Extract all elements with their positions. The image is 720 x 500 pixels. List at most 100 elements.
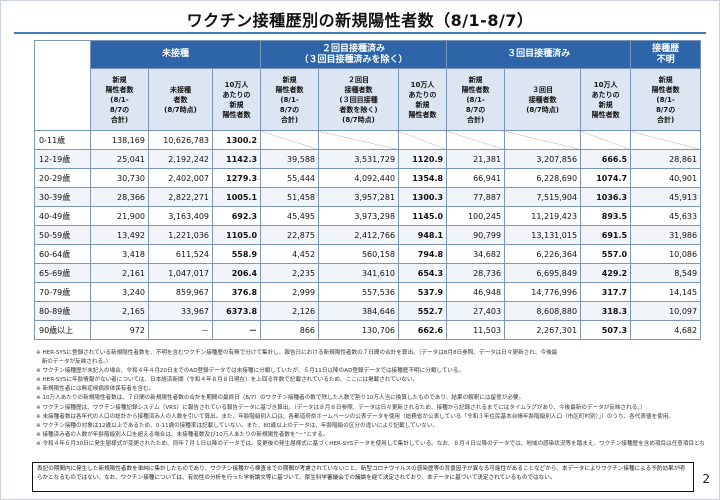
header-line: (8/7時点) — [342, 115, 375, 124]
unvax-cases-cell: 3,240 — [90, 282, 149, 302]
unvax-population-cell: 2,402,007 — [148, 168, 213, 188]
table-row: 70-79歳 3,240 859,967 376.8 2,999 557,536 537.9… — [34, 282, 702, 302]
header-line: 8/7の — [279, 105, 300, 114]
table-row: 50-59歳 13,492 1,221,036 1105.0 22,875 2,412,7… — [34, 225, 702, 245]
age-group-cell: 60-64歳 — [34, 244, 91, 264]
two-population-cell: 4,092,440 — [318, 168, 400, 188]
three-population-cell: 8,608,880 — [504, 301, 582, 321]
footnote-line: ※ ワクチン接種歴が未記入の場合、令和４年４月20日までのAD登録データでは未接… — [36, 368, 465, 375]
three-per100k-cell: 893.5 — [580, 206, 632, 226]
table-row: 30-39歳 28,366 2,822,271 1005.1 51,458 3,957,2… — [34, 187, 702, 207]
two-cases-cell: 51,458 — [260, 187, 320, 207]
three-population-cell: 6,226,364 — [504, 244, 582, 264]
two-per100k-cell: 1354.8 — [398, 168, 448, 188]
not-applicable-cell — [260, 130, 320, 150]
header-line: (8/7時点) — [526, 105, 559, 114]
header-line: 合計) — [280, 115, 299, 124]
subheader-unvax-per100k: 10万人 あたりの 新規 陽性者数 — [211, 68, 262, 131]
footnote-line: ※ HER-SYSに登録されている新規陽性者数を、不明を含むワクチン接種歴の有無… — [36, 350, 558, 356]
unvax-population-cell: － — [148, 320, 213, 340]
three-cases-cell: 28,736 — [446, 263, 506, 283]
two-cases-cell: 2,999 — [260, 282, 320, 302]
footnote-line: ※ 新規陽性者には無症候病原体保有者を含む。 — [36, 386, 155, 393]
header-line: 陽性者数 — [408, 110, 437, 119]
header-line: 陽性者数 — [275, 85, 304, 94]
three-per100k-cell: 666.5 — [580, 149, 632, 169]
group-two-doses-line2: （３回目接種済みを除く） — [299, 54, 408, 65]
sub-header-row: 新規 陽性者数 (8/1- 8/7の 合計) 未接種 者数 (8/7時点) 10万人 あたりの… — [35, 68, 702, 131]
header-line: 陽性者数 — [461, 85, 490, 94]
three-cases-cell: 46,948 — [446, 282, 506, 302]
three-population-cell: 3,207,856 — [504, 149, 582, 169]
header-line: 接種者数 — [528, 95, 557, 104]
title-bar: ワクチン接種歴別の新規陽性者数（8/1-8/7） — [14, 10, 706, 34]
three-cases-cell: 21,381 — [446, 149, 506, 169]
header-line: 陽性者数 — [105, 85, 134, 94]
page-title: ワクチン接種歴別の新規陽性者数（8/1-8/7） — [186, 11, 534, 30]
three-cases-cell: 100,245 — [446, 206, 506, 226]
two-cases-cell: 45,495 — [260, 206, 320, 226]
not-applicable-cell — [446, 130, 506, 150]
header-corner — [34, 40, 91, 131]
group-three-doses: ３回目接種済み — [446, 40, 632, 69]
subheader-unknown-cases: 新規 陽性者数 (8/1- 8/7の 合計) — [630, 68, 702, 131]
header-line: 新規 — [468, 75, 483, 84]
three-population-cell: 14,776,996 — [504, 282, 582, 302]
two-per100k-cell: 948.1 — [398, 225, 448, 245]
unvax-per100k-cell: － — [211, 320, 262, 340]
header-line: ２回目 — [348, 75, 370, 84]
three-cases-cell: 90,799 — [446, 225, 506, 245]
three-cases-cell: 27,403 — [446, 301, 506, 321]
unknown-cases-cell: 28,861 — [630, 149, 702, 169]
three-per100k-cell: 1036.3 — [580, 187, 632, 207]
footnote-line: ※ 10万人あたりの新規陽性者数は、７日間の新規陽性者数の合計を期間の最終日（8… — [36, 395, 525, 402]
two-population-cell: 560,158 — [318, 244, 400, 264]
two-per100k-cell: 1300.3 — [398, 187, 448, 207]
age-group-cell: 30-39歳 — [34, 187, 91, 207]
unknown-cases-cell: 4,682 — [630, 320, 702, 340]
disclaimer-text: 表記の期間内に発生した新規陽性者数を単純に集計したものであり、ワクチン接種から検… — [37, 466, 685, 481]
two-per100k-cell: 537.9 — [398, 282, 448, 302]
unvax-cases-cell: 972 — [90, 320, 149, 340]
group-two-doses-line1: ２回目接種済み — [322, 43, 386, 54]
unknown-cases-cell: 40,901 — [630, 168, 702, 188]
three-cases-cell: 11,503 — [446, 320, 506, 340]
table-row: 40-49歳 21,900 3,163,409 692.3 45,495 3,973,29… — [34, 206, 702, 226]
footnote-line: 新のデータが反映される。） — [36, 359, 112, 366]
unvax-cases-cell: 28,366 — [90, 187, 149, 207]
table-row: 20-29歳 30,730 2,402,007 1279.3 55,444 4,092,4… — [34, 168, 702, 188]
header-line: 陽性者数 — [591, 110, 620, 119]
vaccination-case-table: 未接種 ２回目接種済み （３回目接種済みを除く） ３回目接種済み 接種歴 不明 … — [34, 40, 702, 340]
two-per100k-cell: 662.6 — [398, 320, 448, 340]
unvax-per100k-cell: 1279.3 — [211, 168, 262, 188]
three-per100k-cell: 1074.7 — [580, 168, 632, 188]
subheader-three-population: ３回目 接種者数 (8/7時点) — [504, 68, 582, 131]
unvax-cases-cell: 30,730 — [90, 168, 149, 188]
header-line: 新規 — [658, 75, 673, 84]
footnote-line: ※ ワクチン接種歴は、ワクチン接種記録システム（VRS）に報告されている報告デー… — [36, 404, 646, 411]
header-line: 新規 — [598, 100, 613, 109]
unknown-cases-cell: 14,145 — [630, 282, 702, 302]
footnote-line: ※ 接種済み者の人数が年齢階級別人口を超える場合は、未接種者数及び10万人あたり… — [36, 431, 329, 438]
header-line: 者数を除く) — [339, 105, 378, 114]
header-line: 陽性者数 — [222, 110, 251, 119]
unvax-population-cell: 1,047,017 — [148, 263, 213, 283]
group-unknown: 接種歴 不明 — [630, 40, 702, 69]
age-group-cell: 70-79歳 — [34, 282, 91, 302]
three-population-cell: 7,515,904 — [504, 187, 582, 207]
unvax-population-cell: 859,967 — [148, 282, 213, 302]
two-population-cell: 384,646 — [318, 301, 400, 321]
header-line: (8/1- — [656, 95, 675, 104]
header-line: 8/7の — [655, 105, 676, 114]
two-population-cell: 130,706 — [318, 320, 400, 340]
table-row: 90歳以上 972 －－ 866 130,706 662.6 11,503 2,267,301… — [34, 320, 702, 340]
unknown-cases-cell: 31,986 — [630, 225, 702, 245]
footnote-line: ※ HER-SYSに年齢情報がない者については、日本経済新聞（令和４年８月８日現… — [36, 377, 419, 384]
header-line: (8/1- — [110, 95, 129, 104]
group-unknown-line2: 不明 — [656, 54, 675, 65]
header-line: 合計) — [466, 115, 485, 124]
three-population-cell: 2,267,301 — [504, 320, 582, 340]
header-line: あたりの — [408, 90, 437, 99]
unvax-population-cell: 33,967 — [148, 301, 213, 321]
not-applicable-cell — [580, 130, 632, 150]
